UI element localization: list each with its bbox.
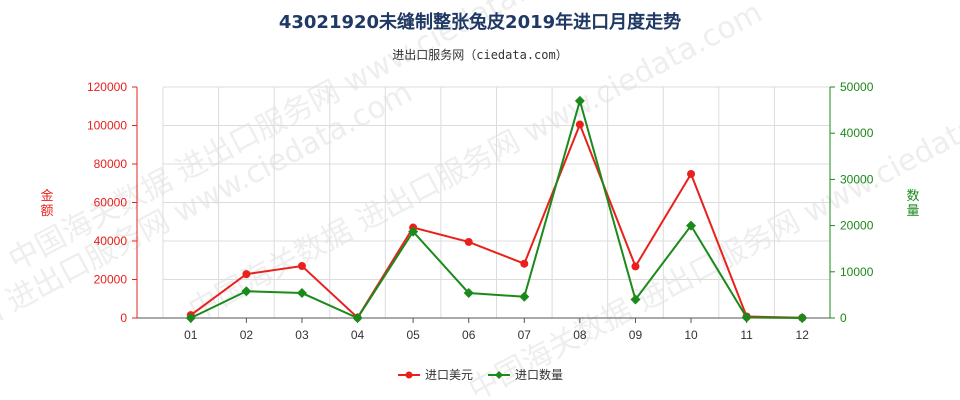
left-axis-title: 金额 — [40, 188, 53, 219]
left-tick-label: 20000 — [94, 273, 128, 287]
right-tick-label: 50000 — [840, 80, 874, 94]
x-tick-label: 06 — [462, 328, 476, 342]
x-tick-label: 04 — [351, 328, 365, 342]
data-point — [630, 294, 641, 305]
data-point — [519, 291, 530, 302]
x-tick-label: 01 — [184, 328, 198, 342]
data-point — [741, 312, 752, 323]
data-point — [574, 95, 585, 106]
left-tick-label: 120000 — [87, 80, 127, 94]
legend-label: 进口数量 — [515, 367, 563, 382]
data-point — [575, 120, 584, 129]
chart-title: 43021920未缝制整张兔皮2019年进口月度走势 — [279, 11, 681, 33]
right-tick-label: 40000 — [840, 126, 874, 140]
legend: 进口美元 进口数量 — [398, 367, 563, 382]
data-point — [297, 262, 306, 271]
x-tick-label: 12 — [796, 328, 810, 342]
data-point — [463, 288, 474, 299]
x-tick-label: 09 — [629, 328, 643, 342]
series-line — [190, 121, 803, 320]
legend-label: 进口美元 — [425, 368, 473, 382]
x-tick-label: 02 — [240, 328, 254, 342]
data-point — [687, 170, 696, 179]
data-point — [242, 270, 251, 279]
left-tick-label: 0 — [120, 311, 127, 325]
legend-marker — [495, 371, 503, 379]
series-layer — [185, 95, 808, 323]
right-axis-title: 数量 — [906, 189, 919, 219]
right-tick-label: 30000 — [840, 172, 874, 186]
left-tick-label: 60000 — [94, 196, 128, 210]
data-point — [241, 286, 252, 297]
x-tick-label: 08 — [573, 328, 587, 342]
data-point — [408, 226, 419, 237]
legend-marker — [405, 371, 413, 379]
data-point — [296, 288, 307, 299]
axes-layer: 0 20000 40000 60000 80000 100000 120000 0 10000 2… — [40, 80, 919, 342]
left-tick-label: 100000 — [87, 119, 127, 133]
data-point — [185, 313, 196, 323]
right-tick-label: 20000 — [840, 219, 874, 233]
data-point — [797, 313, 808, 323]
data-point — [464, 237, 473, 246]
left-tick-label: 80000 — [94, 157, 128, 171]
x-tick-label: 05 — [406, 328, 420, 342]
data-point — [352, 313, 363, 323]
data-point — [686, 220, 697, 231]
x-tick-label: 03 — [295, 328, 309, 342]
data-point — [520, 259, 529, 268]
right-tick-label: 0 — [840, 311, 847, 325]
x-tick-label: 10 — [684, 328, 698, 342]
x-tick-label: 11 — [740, 328, 753, 342]
left-tick-label: 40000 — [94, 234, 128, 248]
data-point — [631, 262, 640, 271]
right-tick-label: 10000 — [840, 265, 874, 279]
chart-subtitle: 进出口服务网（ciedata.com） — [392, 47, 567, 62]
series-line — [190, 97, 803, 320]
x-tick-label: 07 — [518, 328, 532, 342]
